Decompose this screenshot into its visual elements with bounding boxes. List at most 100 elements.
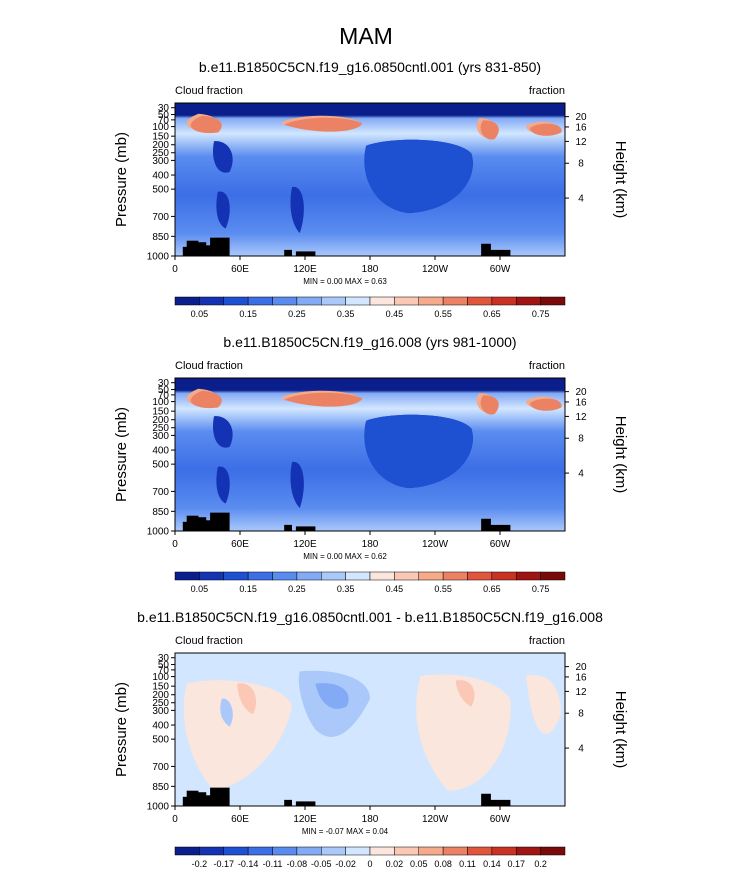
y-tick-label: 400 — [152, 446, 169, 457]
high-cloud-core — [190, 115, 222, 134]
land-mask — [295, 251, 316, 256]
positive-anomaly-core — [455, 680, 475, 707]
panel-title: b.e11.B1850C5CN.f19_g16.008 (yrs 981-100… — [223, 334, 516, 350]
y-tick-label: 200 — [152, 690, 169, 701]
y-right-tick-label: 8 — [578, 159, 584, 170]
colorbar-swatch — [321, 571, 346, 581]
colorbar-label: 0.25 — [288, 309, 306, 319]
colorbar-label: 0.08 — [434, 859, 452, 869]
land-mask — [186, 790, 199, 806]
positive-anomaly — [183, 680, 292, 791]
y-tick-label: 500 — [152, 735, 169, 746]
x-tick-label: 180 — [362, 814, 379, 825]
colorbar-swatch — [174, 846, 200, 856]
colorbar-swatch — [540, 846, 566, 856]
land-mask — [210, 787, 230, 806]
colorbar-label: 0.15 — [239, 309, 257, 319]
colorbar-label: -0.17 — [213, 859, 234, 869]
y-right-tick-label: 20 — [575, 387, 587, 398]
panels: b.e11.B1850C5CN.f19_g16.0850cntl.001 (yr… — [113, 59, 629, 869]
colorbar-swatch — [174, 571, 200, 581]
colorbar-label: -0.02 — [335, 859, 356, 869]
y-right-tick-label: 16 — [575, 122, 587, 133]
panel-title: b.e11.B1850C5CN.f19_g16.0850cntl.001 (yr… — [199, 59, 541, 75]
low-cloud-region — [212, 416, 233, 448]
colorbar-swatch — [199, 571, 224, 581]
y-tick-label: 100 — [152, 397, 169, 408]
colorbar-swatch — [199, 296, 224, 306]
x-tick-label: 120E — [293, 539, 317, 550]
colorbar-label: -0.2 — [192, 859, 208, 869]
y-tick-label: 850 — [152, 232, 169, 243]
y-tick-label: 700 — [152, 487, 169, 498]
y-tick-label: 1000 — [147, 802, 170, 813]
land-mask — [284, 799, 292, 806]
land-mask — [196, 517, 207, 531]
colorbar-swatch — [369, 296, 395, 306]
land-mask — [186, 515, 199, 531]
y-tick-label: 700 — [152, 762, 169, 773]
colorbar-swatch — [223, 296, 249, 306]
negative-anomaly-core — [315, 683, 349, 709]
y-right-tick-label: 12 — [575, 137, 587, 148]
y-right-tick-label: 16 — [575, 672, 587, 683]
land-mask — [295, 526, 316, 531]
y-axis-title: Pressure (mb) — [113, 682, 130, 777]
colorbar-swatch — [296, 571, 322, 581]
y-tick-label: 700 — [152, 212, 169, 223]
y-tick-label: 150 — [152, 682, 169, 693]
y-right-tick-label: 16 — [575, 397, 587, 408]
y-right-tick-label: 12 — [575, 687, 587, 698]
colorbar-label: 0.35 — [337, 309, 355, 319]
land-mask — [284, 249, 292, 256]
colorbar-swatch — [321, 846, 346, 856]
x-tick-label: 60E — [231, 814, 249, 825]
panel-title: b.e11.B1850C5CN.f19_g16.0850cntl.001 - b… — [137, 609, 603, 625]
y-tick-label: 1000 — [147, 527, 170, 538]
colorbar-label: 0.35 — [337, 584, 355, 594]
y-tick-label: 250 — [152, 698, 169, 709]
colorbar-label: 0.25 — [288, 584, 306, 594]
x-tick-label: 60E — [231, 264, 249, 275]
land-mask — [196, 242, 207, 256]
colorbar-swatch — [442, 296, 468, 306]
x-tick-label: 0 — [172, 539, 178, 550]
colorbar-swatch — [442, 846, 468, 856]
high-cloud-core — [530, 123, 562, 136]
colorbar-swatch — [345, 571, 371, 581]
negative-anomaly — [220, 698, 233, 727]
colorbar-label: 0.2 — [534, 859, 547, 869]
colorbar-label: 0.05 — [191, 309, 209, 319]
colorbar-swatch — [321, 296, 346, 306]
colorbar-swatch — [272, 296, 298, 306]
colorbar-swatch — [296, 846, 322, 856]
land-mask — [210, 512, 230, 531]
y-right-axis-title: Height (km) — [612, 141, 629, 219]
x-tick-label: 120E — [293, 264, 317, 275]
colorbar-swatch — [296, 296, 322, 306]
colorbar-label: 0 — [367, 859, 372, 869]
colorbar-swatch — [394, 296, 419, 306]
land-mask — [196, 792, 207, 806]
y-tick-label: 250 — [152, 148, 169, 159]
y-tick-label: 250 — [152, 423, 169, 434]
high-cloud-core — [530, 398, 562, 411]
colorbar-swatch — [247, 296, 273, 306]
x-tick-label: 0 — [172, 264, 178, 275]
colorbar-swatch — [247, 571, 273, 581]
colorbar-swatch — [272, 846, 298, 856]
land-mask — [284, 524, 292, 531]
colorbar-swatch — [272, 571, 298, 581]
colorbar-swatch — [394, 571, 419, 581]
colorbar-swatch — [369, 846, 395, 856]
colorbar-swatch — [247, 846, 273, 856]
colorbar-swatch — [467, 571, 493, 581]
y-right-tick-label: 4 — [578, 194, 584, 205]
y-tick-label: 400 — [152, 171, 169, 182]
left-label: Cloud fraction — [175, 360, 243, 372]
y-right-tick-label: 8 — [578, 434, 584, 445]
x-tick-label: 180 — [362, 264, 379, 275]
land-mask — [210, 237, 230, 256]
y-tick-label: 850 — [152, 507, 169, 518]
y-tick-label: 70 — [158, 115, 170, 126]
